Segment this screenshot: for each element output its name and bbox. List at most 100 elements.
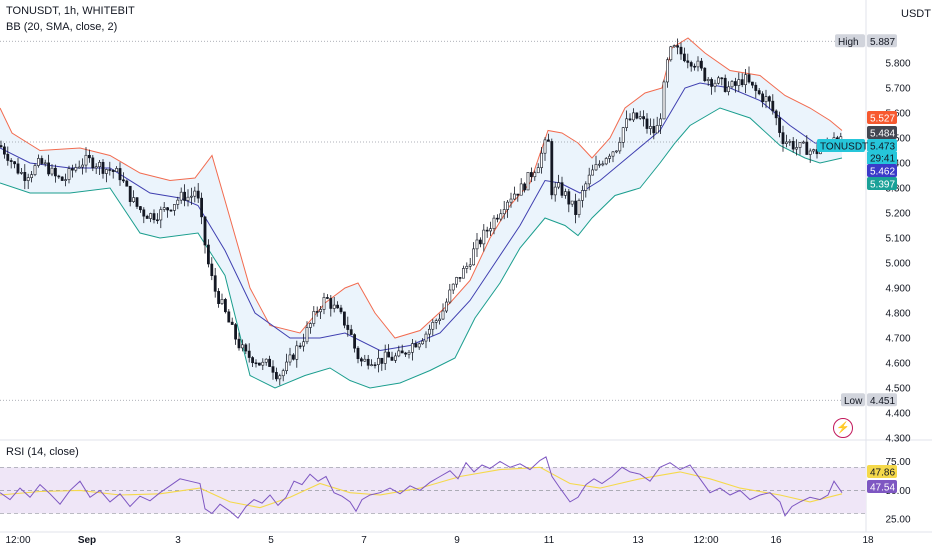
candle-body	[190, 195, 193, 198]
candle-body	[298, 345, 302, 348]
candle-body	[509, 198, 513, 203]
candle-body	[0, 145, 3, 148]
candle-body	[319, 309, 323, 313]
candle-body	[9, 160, 13, 162]
candles-group	[0, 38, 843, 386]
price-tag-name-bg	[835, 34, 865, 48]
candle-body	[98, 161, 102, 167]
candle-body	[461, 268, 465, 279]
candle-body	[553, 186, 557, 196]
rsi-tag-ma-bg	[867, 465, 897, 478]
candle-body	[213, 275, 217, 292]
candle-body	[750, 81, 754, 86]
candle-body	[659, 118, 663, 126]
candle-body	[115, 168, 119, 172]
candle-body	[295, 345, 299, 360]
candle-body	[519, 183, 523, 196]
candle-body	[604, 158, 608, 165]
rsi-indicator-label[interactable]: RSI (14, close)	[6, 446, 79, 458]
price-tag-high: 5.887	[870, 37, 895, 48]
candle-body	[278, 375, 282, 380]
candle-body	[444, 301, 448, 312]
price-tick-label: 4.300	[885, 434, 910, 445]
candle-body	[570, 200, 574, 205]
candle-body	[302, 341, 306, 347]
candle-body	[482, 229, 486, 245]
price-tick-label: 5.000	[885, 259, 910, 270]
candle-body	[764, 96, 768, 102]
candle-body	[638, 116, 642, 119]
bb-indicator-label[interactable]: BB (20, SMA, close, 2)	[6, 21, 118, 33]
candle-body	[353, 334, 357, 349]
price-tick-label: 4.600	[885, 359, 910, 370]
candle-body	[495, 217, 499, 220]
candle-body	[64, 179, 68, 181]
price-tick-label: 5.400	[885, 159, 910, 170]
candle-body	[652, 126, 656, 134]
candle-body	[380, 357, 384, 364]
candle-body	[397, 350, 401, 357]
candle-body	[451, 283, 455, 291]
candle-body	[580, 190, 584, 201]
candle-body	[251, 357, 255, 364]
candle-body	[713, 82, 717, 87]
price-tick-label: 5.600	[885, 109, 910, 120]
candle-body	[567, 191, 571, 205]
candle-body	[801, 141, 805, 144]
candle-body	[257, 362, 261, 366]
price-tag-name: High	[838, 37, 859, 48]
candle-body	[325, 297, 329, 299]
countdown-bg	[867, 152, 897, 164]
candle-body	[485, 229, 489, 232]
candle-body	[672, 45, 676, 48]
candle-body	[2, 146, 6, 155]
time-tick-label: 9	[454, 535, 460, 546]
candle-body	[448, 289, 452, 303]
candle-body	[387, 351, 391, 358]
candle-body	[475, 239, 479, 250]
candle-body	[101, 161, 105, 174]
candle-body	[43, 162, 47, 165]
candle-body	[434, 320, 438, 323]
candle-body	[234, 324, 238, 340]
candle-body	[781, 132, 785, 144]
candle-body	[94, 166, 98, 169]
candle-body	[13, 161, 17, 165]
price-tick-label: 4.900	[885, 284, 910, 295]
candle-body	[594, 164, 598, 171]
candle-body	[410, 343, 414, 353]
time-tick-label: 3	[175, 535, 181, 546]
candle-body	[373, 364, 377, 367]
candle-body	[795, 147, 799, 150]
candle-body	[655, 125, 659, 134]
candle-body	[733, 81, 737, 86]
candle-body	[788, 141, 792, 143]
time-tick-label: 7	[361, 535, 367, 546]
price-tick-label: 5.800	[885, 59, 910, 70]
time-tick-label: 13	[632, 535, 644, 546]
candle-body	[665, 59, 669, 83]
candle-body	[716, 77, 720, 84]
candle-body	[244, 344, 248, 352]
candle-body	[359, 358, 363, 362]
candle-body	[23, 172, 27, 181]
rsi-tag-rsi-bg	[867, 480, 897, 493]
candle-body	[591, 169, 595, 176]
candle-body	[516, 193, 520, 196]
time-tick-label: 5	[268, 535, 274, 546]
price-tag-high-bg	[867, 34, 897, 48]
candle-body	[808, 150, 812, 155]
candle-body	[118, 168, 122, 181]
price-tick-label: 4.800	[885, 309, 910, 320]
candle-body	[587, 174, 591, 185]
candle-body	[761, 93, 765, 102]
price-tag-close-bg	[867, 111, 897, 124]
lightning-alert-icon[interactable]: ⚡	[833, 418, 853, 438]
candle-body	[247, 350, 251, 358]
candle-body	[489, 228, 493, 232]
candle-body	[560, 182, 564, 196]
candle-body	[455, 277, 459, 285]
candle-body	[543, 139, 547, 154]
candle-body	[706, 79, 710, 82]
